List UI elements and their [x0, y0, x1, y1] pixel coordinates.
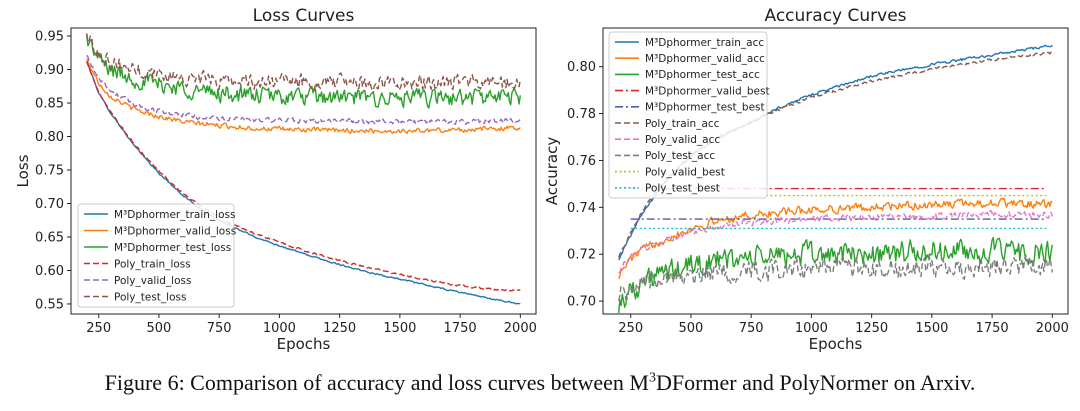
accuracy-legend-label: M³Dphormer_test_acc [645, 69, 760, 81]
accuracy-series-poly-valid-acc [618, 209, 1053, 274]
accuracy-x-tick-label: 1750 [976, 321, 1009, 336]
accuracy-legend: M³Dphormer_train_acc M³Dphormer_valid_acc… [608, 31, 770, 199]
loss-series-m-dphormer-test-loss [86, 34, 521, 109]
loss-x-tick-label: 750 [207, 321, 232, 336]
loss-legend-label: M³Dphormer_train_loss [114, 209, 235, 221]
accuracy-legend-label: M³Dphormer_test_best [645, 102, 765, 114]
accuracy-legend-label: Poly_test_acc [645, 150, 715, 162]
accuracy-x-tick-label: 500 [679, 321, 704, 336]
accuracy-legend-label: M³Dphormer_valid_best [645, 85, 770, 97]
loss-y-axis-label: Loss [14, 154, 32, 187]
loss-y-tick-label: 0.90 [35, 63, 64, 78]
caption-suffix: DFormer and PolyNormer on Arxiv. [655, 370, 976, 395]
loss-legend-label: M³Dphormer_valid_loss [114, 225, 236, 237]
accuracy-plot-frame [602, 27, 1069, 315]
loss-legend: M³Dphormer_train_loss M³Dphormer_valid_lo… [77, 203, 236, 308]
accuracy-x-tick-label: 1000 [795, 321, 828, 336]
accuracy-x-tick-label: 1500 [915, 321, 948, 336]
loss-x-axis-label: Epochs [277, 335, 331, 353]
accuracy-series-m-dphormer-valid-acc [618, 197, 1053, 280]
accuracy-chart-title: Accuracy Curves [764, 6, 906, 26]
accuracy-y-axis-label: Accuracy [543, 137, 561, 206]
accuracy-x-tick-label: 250 [618, 321, 643, 336]
loss-series-poly-train-loss [86, 60, 521, 292]
loss-y-tick-label: 0.80 [35, 130, 64, 145]
loss-legend-label: M³Dphormer_test_loss [114, 242, 231, 254]
loss-x-tick-label: 1750 [444, 321, 477, 336]
accuracy-legend-label: Poly_test_best [645, 183, 720, 195]
loss-legend-label: Poly_valid_loss [114, 275, 191, 287]
accuracy-y-tick-label: 0.78 [567, 107, 596, 122]
caption-superscript: 3 [648, 370, 656, 386]
loss-x-tick-label: 2000 [504, 321, 537, 336]
accuracy-y-tick-label: 0.76 [567, 154, 596, 169]
accuracy-legend-label: Poly_valid_best [645, 166, 725, 178]
loss-y-tick-label: 0.55 [35, 297, 64, 312]
accuracy-series-lines [618, 44, 1053, 314]
loss-y-tick-label: 0.65 [35, 230, 64, 245]
loss-series-m-dphormer-train-loss [86, 61, 521, 305]
loss-y-tick-label: 0.75 [35, 163, 64, 178]
loss-x-tick-label: 500 [147, 321, 172, 336]
loss-series-m-dphormer-valid-loss [86, 58, 521, 135]
loss-legend-label: Poly_train_loss [114, 258, 191, 270]
loss-series-poly-valid-loss [86, 54, 521, 126]
accuracy-y-tick-label: 0.74 [567, 201, 596, 216]
loss-x-tick-label: 1000 [263, 321, 296, 336]
accuracy-axis-ticks: 250 500 750 1000 1250 1500 1750 2000 0.70 0.72 0.7… [567, 60, 1069, 336]
loss-y-tick-label: 0.85 [35, 97, 64, 112]
accuracy-legend-label: Poly_valid_acc [645, 134, 720, 146]
figure-caption: Figure 6: Comparison of accuracy and los… [0, 370, 1080, 396]
accuracy-y-tick-label: 0.80 [567, 60, 596, 75]
loss-legend-box [77, 203, 235, 308]
accuracy-chart: Accuracy Curves Epochs Accuracy 250 500 75… [543, 6, 1069, 353]
accuracy-x-tick-label: 1250 [855, 321, 888, 336]
accuracy-x-axis-label: Epochs [809, 335, 863, 353]
caption-prefix: Figure 6: Comparison of accuracy and los… [104, 370, 649, 395]
loss-y-tick-label: 0.95 [35, 30, 64, 45]
accuracy-legend-box [608, 31, 768, 199]
loss-x-tick-label: 250 [86, 321, 111, 336]
loss-axis-ticks: 250 500 750 1000 1250 1500 1750 2000 0.55 0.60 0.6… [35, 30, 537, 336]
accuracy-y-tick-label: 0.70 [567, 295, 596, 310]
accuracy-x-tick-label: 750 [739, 321, 764, 336]
accuracy-series-m-dphormer-test-acc [618, 236, 1053, 314]
loss-y-tick-label: 0.70 [35, 197, 64, 212]
loss-x-tick-label: 1500 [383, 321, 416, 336]
accuracy-x-tick-label: 2000 [1036, 321, 1069, 336]
loss-chart: Loss Curves Epochs Loss 250 500 750 1000 125… [14, 6, 537, 353]
accuracy-y-tick-label: 0.72 [567, 248, 596, 263]
loss-series-poly-test-loss [86, 33, 521, 92]
loss-legend-label: Poly_test_loss [114, 291, 186, 303]
accuracy-legend-label: Poly_train_acc [645, 118, 720, 130]
loss-y-tick-label: 0.60 [35, 264, 64, 279]
accuracy-legend-label: M³Dphormer_train_acc [645, 37, 764, 49]
accuracy-series-poly-train-acc [618, 51, 1053, 258]
accuracy-legend-label: M³Dphormer_valid_acc [645, 53, 765, 65]
loss-x-tick-label: 1250 [323, 321, 356, 336]
loss-series-lines [86, 33, 521, 305]
loss-plot-frame [70, 27, 537, 315]
loss-chart-title: Loss Curves [253, 6, 355, 26]
accuracy-series-poly-test-acc [618, 254, 1053, 302]
